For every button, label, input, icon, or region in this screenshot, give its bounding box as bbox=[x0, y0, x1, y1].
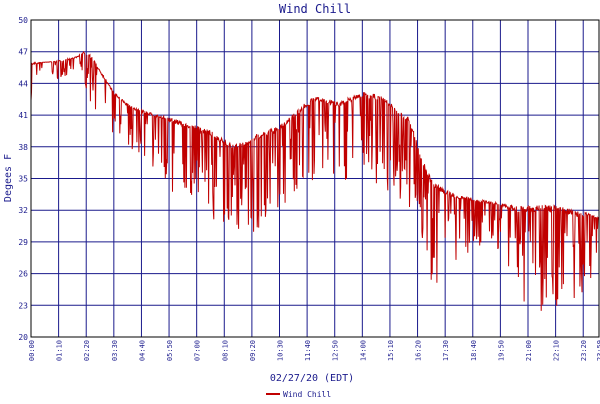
x-tick-label: 04:40 bbox=[138, 340, 146, 361]
legend-label-wind-chill: Wind Chill bbox=[283, 390, 331, 399]
x-tick-label: 17:30 bbox=[442, 340, 450, 361]
x-tick-label: 18:40 bbox=[470, 340, 478, 361]
x-tick-label: 09:20 bbox=[249, 340, 257, 361]
y-tick-label: 20 bbox=[18, 333, 28, 342]
x-tick-label: 11:40 bbox=[304, 340, 312, 361]
y-tick-label: 38 bbox=[18, 143, 28, 152]
y-tick-label: 23 bbox=[18, 301, 28, 310]
plot-frame bbox=[30, 19, 600, 338]
x-tick-label: 16:20 bbox=[415, 340, 423, 361]
x-tick-label: 21:00 bbox=[525, 340, 533, 361]
y-tick-label: 32 bbox=[18, 206, 28, 215]
x-tick-label: 07:00 bbox=[194, 340, 202, 361]
x-tick-label: 19:50 bbox=[497, 340, 505, 361]
y-tick-label: 50 bbox=[18, 16, 28, 25]
x-tick-label: 00:00 bbox=[28, 340, 36, 361]
x-tick-label: 23:20 bbox=[580, 340, 588, 361]
series-wind-chill bbox=[30, 50, 600, 311]
chart-title: Wind Chill bbox=[279, 2, 351, 16]
x-tick-label: 01:10 bbox=[56, 340, 64, 361]
y-axis-title: Degees F bbox=[3, 154, 14, 202]
series-line-wind-chill bbox=[30, 50, 600, 311]
y-tick-label: 47 bbox=[18, 48, 28, 57]
y-tick-label: 35 bbox=[18, 175, 28, 184]
y-tick-label: 26 bbox=[18, 270, 28, 279]
x-tick-label: 08:10 bbox=[221, 340, 229, 361]
x-tick-label: 10:30 bbox=[277, 340, 285, 361]
x-tick-label: 15:10 bbox=[387, 340, 395, 361]
x-tick-label: 12:50 bbox=[332, 340, 340, 361]
legend: Wind Chill bbox=[266, 390, 331, 399]
x-tick-label: 14:00 bbox=[359, 340, 367, 361]
x-tick-label: 23:59 bbox=[596, 340, 600, 361]
x-tick-label: 22:10 bbox=[553, 340, 561, 361]
grid bbox=[30, 19, 599, 338]
x-axis-ticks: 00:00 01:10 02:20 03:30 04:40 05:50 07:00 08:10… bbox=[28, 340, 600, 361]
y-tick-label: 41 bbox=[18, 111, 28, 120]
y-axis-ticks: 20 23 26 29 32 35 38 41 44 47 50 bbox=[18, 16, 28, 342]
y-tick-label: 29 bbox=[18, 238, 28, 247]
x-tick-label: 02:20 bbox=[83, 340, 91, 361]
x-tick-label: 05:50 bbox=[166, 340, 174, 361]
y-tick-label: 44 bbox=[18, 79, 28, 88]
x-axis-title: 02/27/20 (EDT) bbox=[270, 373, 354, 384]
x-tick-label: 03:30 bbox=[111, 340, 119, 361]
